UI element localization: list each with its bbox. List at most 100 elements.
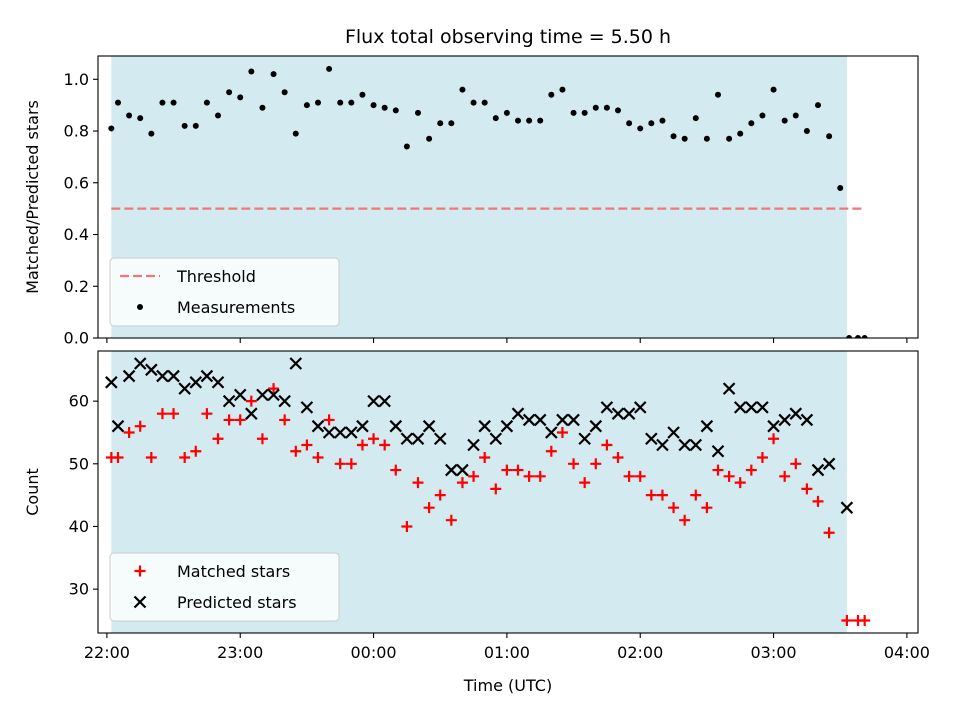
predicted-star-point <box>556 413 569 427</box>
measurement-point <box>537 117 544 124</box>
predicted-star-point <box>678 438 691 452</box>
measurement-point <box>303 102 310 109</box>
matched-star-point <box>368 433 380 445</box>
matched-star-point <box>590 458 602 470</box>
measurement-point <box>592 104 599 111</box>
matched-star-point <box>112 452 124 464</box>
measurement-point <box>108 125 115 132</box>
matched-star-point <box>601 439 613 451</box>
matched-star-point <box>656 489 668 501</box>
matched-star-point <box>634 470 646 482</box>
matched-star-point <box>190 445 202 457</box>
matched-star-point <box>612 452 624 464</box>
matched-star-point <box>768 433 780 445</box>
measurement-point <box>270 71 277 78</box>
matched-star-point <box>312 452 324 464</box>
measurement-point <box>481 99 488 106</box>
measurement-point <box>570 109 577 116</box>
measurement-point <box>515 117 521 124</box>
matched-star-point <box>201 408 213 420</box>
measurement-point <box>359 91 366 98</box>
predicted-star-point <box>389 419 403 433</box>
legend-predicted-swatch <box>133 595 147 609</box>
measurement-point <box>703 135 710 142</box>
matched-star-point <box>841 614 853 626</box>
predicted-star-point <box>500 419 514 433</box>
measurement-point <box>448 120 455 127</box>
measurement-point <box>148 130 155 137</box>
predicted-star-point <box>178 382 191 395</box>
matched-star-point <box>179 452 191 464</box>
measurement-point <box>470 99 477 106</box>
predicted-star-point <box>233 388 247 402</box>
matched-star-point <box>145 452 157 464</box>
measurement-point <box>770 86 777 93</box>
predicted-star-point <box>211 376 225 389</box>
matched-star-point <box>479 452 491 464</box>
matched-star-point <box>579 477 591 489</box>
predicted-star-point <box>711 444 725 458</box>
measurement-point <box>115 99 121 106</box>
predicted-star-point <box>422 419 436 433</box>
matched-star-point <box>756 452 768 464</box>
series-matched-stars <box>105 383 871 626</box>
matched-star-point <box>223 414 235 426</box>
plot-frame <box>97 350 919 634</box>
predicted-star-point <box>733 401 747 414</box>
predicted-star-point <box>145 363 158 377</box>
predicted-star-point <box>578 432 591 446</box>
predicted-star-point <box>840 501 854 514</box>
matched-star-point <box>234 414 246 426</box>
predicted-star-point <box>278 394 291 408</box>
predicted-star-point <box>489 432 503 446</box>
predicted-star-point <box>800 413 814 427</box>
predicted-star-point <box>245 407 258 420</box>
predicted-star-point <box>789 407 803 420</box>
matched-star-point <box>745 464 757 476</box>
measurement-point <box>737 130 744 137</box>
predicted-star-point <box>322 426 336 439</box>
predicted-star-point <box>189 376 203 389</box>
matched-star-point <box>401 520 413 532</box>
matched-star-point <box>823 527 835 539</box>
measurement-point <box>681 135 688 142</box>
measurement-point <box>181 122 188 129</box>
predicted-star-point <box>445 463 458 477</box>
matched-star-point <box>534 470 546 482</box>
y-tick-label: 50 <box>69 454 89 473</box>
predicted-star-point <box>567 413 580 427</box>
predicted-star-point <box>300 401 314 414</box>
legend-label: Threshold <box>176 267 256 286</box>
measurement-point <box>861 335 868 338</box>
matched-star-point <box>468 470 480 482</box>
legend-box <box>109 257 340 327</box>
measurement-point <box>226 89 233 96</box>
predicted-star-point <box>511 407 525 420</box>
predicted-star-point <box>267 388 280 402</box>
measurement-point <box>670 133 677 140</box>
measurement-point <box>215 112 221 119</box>
predicted-star-point <box>367 394 380 408</box>
measurement-point <box>459 86 466 93</box>
predicted-star-point <box>700 419 714 433</box>
measurement-point <box>759 112 766 119</box>
matched-star-point <box>690 489 702 501</box>
measurement-point <box>637 125 644 132</box>
predicted-star-point <box>467 438 480 452</box>
predicted-star-point <box>600 401 614 414</box>
measurement-point <box>348 99 355 106</box>
predicted-star-point <box>400 432 414 446</box>
matched-star-point <box>679 514 691 526</box>
predicted-star-point <box>200 369 214 383</box>
matched-star-point <box>412 477 424 489</box>
y-tick-label: 0.2 <box>64 277 89 296</box>
measurement-point <box>659 117 666 124</box>
predicted-star-point <box>411 432 425 446</box>
measurement-point <box>381 104 388 111</box>
matched-star-point <box>423 502 435 514</box>
predicted-star-point <box>522 413 536 427</box>
measurement-point <box>426 135 433 142</box>
matched-star-point <box>490 483 502 495</box>
legend-label: Matched stars <box>177 562 290 581</box>
